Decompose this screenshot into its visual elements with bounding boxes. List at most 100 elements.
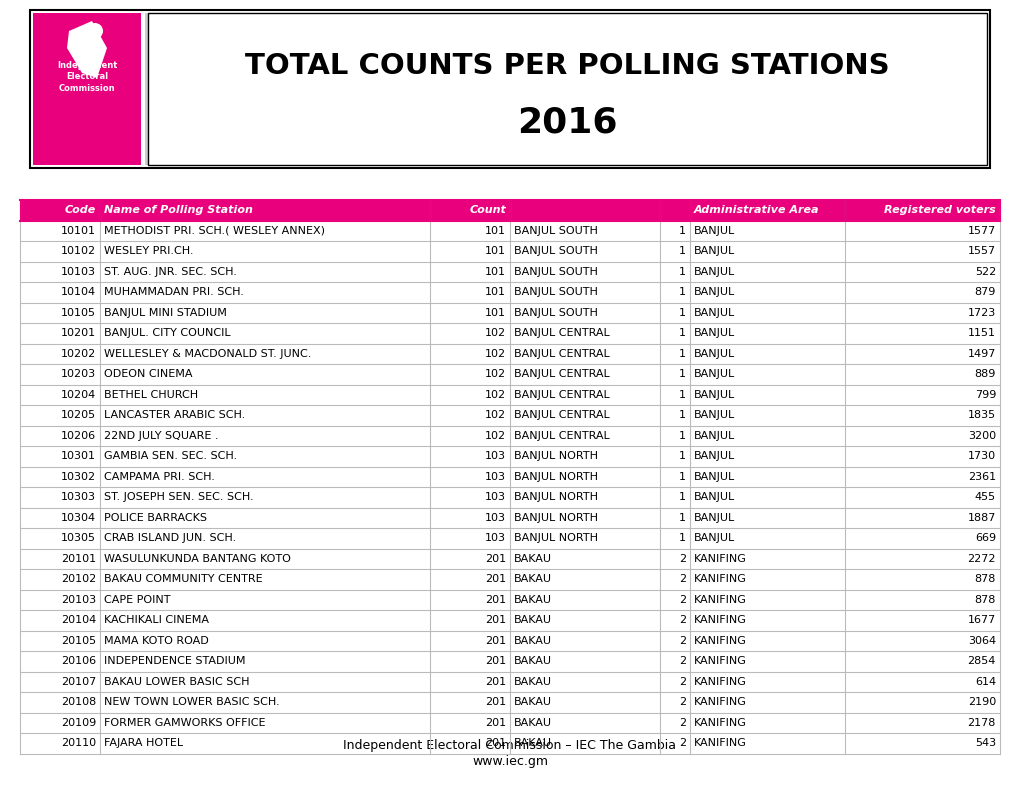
Bar: [20, 528, 999, 548]
Text: 10205: 10205: [61, 411, 96, 420]
Text: ODEON CINEMA: ODEON CINEMA: [104, 370, 193, 379]
Text: BANJUL: BANJUL: [693, 431, 735, 440]
Bar: [20, 733, 999, 753]
Text: 1: 1: [679, 267, 686, 277]
Text: WELLESLEY & MACDONALD ST. JUNC.: WELLESLEY & MACDONALD ST. JUNC.: [104, 349, 311, 359]
Text: 102: 102: [484, 370, 505, 379]
Text: BAKAU: BAKAU: [514, 656, 551, 666]
Text: BANJUL SOUTH: BANJUL SOUTH: [514, 267, 597, 277]
Text: BANJUL: BANJUL: [693, 370, 735, 379]
Bar: [145, 13, 148, 165]
Text: WASULUNKUNDA BANTANG KOTO: WASULUNKUNDA BANTANG KOTO: [104, 554, 290, 563]
Text: 101: 101: [484, 308, 505, 318]
Text: 2: 2: [679, 574, 686, 584]
Text: BAKAU: BAKAU: [514, 615, 551, 625]
Text: 889: 889: [974, 370, 995, 379]
Text: BANJUL: BANJUL: [693, 492, 735, 502]
Text: 20102: 20102: [61, 574, 96, 584]
Text: 2: 2: [679, 697, 686, 708]
Text: 10301: 10301: [61, 452, 96, 461]
Text: TOTAL COUNTS PER POLLING STATIONS: TOTAL COUNTS PER POLLING STATIONS: [245, 52, 889, 80]
Text: BAKAU: BAKAU: [514, 574, 551, 584]
Text: BANJUL: BANJUL: [693, 329, 735, 338]
Text: 1: 1: [679, 472, 686, 481]
Text: 201: 201: [484, 554, 505, 563]
Text: BANJUL SOUTH: BANJUL SOUTH: [514, 247, 597, 256]
Text: www.iec.gm: www.iec.gm: [472, 756, 547, 768]
Text: BANJUL. CITY COUNCIL: BANJUL. CITY COUNCIL: [104, 329, 230, 338]
Text: BANJUL CENTRAL: BANJUL CENTRAL: [514, 329, 609, 338]
Text: BANJUL: BANJUL: [693, 390, 735, 400]
Text: 1557: 1557: [967, 247, 995, 256]
Text: BANJUL CENTRAL: BANJUL CENTRAL: [514, 390, 609, 400]
Bar: [20, 405, 999, 426]
Bar: [148, 13, 986, 165]
Text: Independent
Electoral
Commission: Independent Electoral Commission: [57, 61, 117, 93]
Text: BANJUL: BANJUL: [693, 308, 735, 318]
Text: 1: 1: [679, 411, 686, 420]
Text: CAMPAMA PRI. SCH.: CAMPAMA PRI. SCH.: [104, 472, 215, 481]
Text: 3064: 3064: [967, 636, 995, 645]
Text: POLICE BARRACKS: POLICE BARRACKS: [104, 513, 207, 522]
Text: BANJUL NORTH: BANJUL NORTH: [514, 452, 597, 461]
Text: BAKAU: BAKAU: [514, 554, 551, 563]
Text: 1723: 1723: [967, 308, 995, 318]
Text: 2: 2: [679, 738, 686, 749]
Text: BETHEL CHURCH: BETHEL CHURCH: [104, 390, 198, 400]
Text: BANJUL NORTH: BANJUL NORTH: [514, 492, 597, 502]
Text: 1: 1: [679, 225, 686, 236]
Text: 201: 201: [484, 615, 505, 625]
Text: 3200: 3200: [967, 431, 995, 440]
Text: 20104: 20104: [61, 615, 96, 625]
Text: KANIFING: KANIFING: [693, 615, 746, 625]
Text: 1: 1: [679, 431, 686, 440]
Text: Independent Electoral Commission – IEC The Gambia: Independent Electoral Commission – IEC T…: [343, 738, 676, 752]
Text: KANIFING: KANIFING: [693, 574, 746, 584]
Text: BANJUL: BANJUL: [693, 513, 735, 522]
Text: 1: 1: [679, 308, 686, 318]
Text: Count: Count: [469, 205, 505, 215]
Text: 1: 1: [679, 370, 686, 379]
Text: 879: 879: [974, 288, 995, 297]
Text: 20106: 20106: [61, 656, 96, 666]
Text: 20107: 20107: [61, 677, 96, 687]
Bar: [30, 10, 989, 168]
Bar: [20, 446, 999, 466]
Text: 1577: 1577: [967, 225, 995, 236]
Text: 10201: 10201: [61, 329, 96, 338]
Bar: [20, 200, 999, 221]
Text: 1: 1: [679, 513, 686, 522]
Text: 2272: 2272: [967, 554, 995, 563]
Text: 543: 543: [974, 738, 995, 749]
Text: 2016: 2016: [517, 106, 618, 139]
Text: KANIFING: KANIFING: [693, 656, 746, 666]
Text: 614: 614: [974, 677, 995, 687]
Text: BAKAU: BAKAU: [514, 677, 551, 687]
Bar: [20, 610, 999, 630]
Text: 799: 799: [974, 390, 995, 400]
Text: BANJUL MINI STADIUM: BANJUL MINI STADIUM: [104, 308, 226, 318]
Text: BAKAU COMMUNITY CENTRE: BAKAU COMMUNITY CENTRE: [104, 574, 262, 584]
Text: 1: 1: [679, 288, 686, 297]
Text: BANJUL: BANJUL: [693, 533, 735, 543]
Bar: [20, 303, 999, 323]
Text: Administrative Area: Administrative Area: [693, 205, 818, 215]
Text: 2: 2: [679, 636, 686, 645]
Text: 20108: 20108: [61, 697, 96, 708]
Bar: [33, 13, 141, 165]
Bar: [20, 589, 999, 610]
Text: 455: 455: [974, 492, 995, 502]
Text: KANIFING: KANIFING: [693, 636, 746, 645]
Text: 20109: 20109: [61, 718, 96, 728]
Bar: [20, 487, 999, 507]
Text: BAKAU: BAKAU: [514, 595, 551, 604]
Text: 1730: 1730: [967, 452, 995, 461]
Text: FORMER GAMWORKS OFFICE: FORMER GAMWORKS OFFICE: [104, 718, 265, 728]
Text: 2: 2: [679, 554, 686, 563]
Text: BANJUL CENTRAL: BANJUL CENTRAL: [514, 431, 609, 440]
Text: BANJUL: BANJUL: [693, 288, 735, 297]
Text: 2: 2: [679, 656, 686, 666]
Text: 10203: 10203: [61, 370, 96, 379]
Text: MAMA KOTO ROAD: MAMA KOTO ROAD: [104, 636, 209, 645]
Text: NEW TOWN LOWER BASIC SCH.: NEW TOWN LOWER BASIC SCH.: [104, 697, 279, 708]
